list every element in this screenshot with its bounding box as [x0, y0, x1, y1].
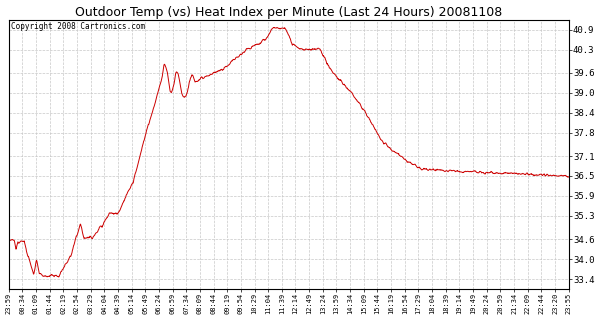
Title: Outdoor Temp (vs) Heat Index per Minute (Last 24 Hours) 20081108: Outdoor Temp (vs) Heat Index per Minute … [75, 5, 502, 19]
Text: Copyright 2008 Cartronics.com: Copyright 2008 Cartronics.com [11, 22, 145, 31]
